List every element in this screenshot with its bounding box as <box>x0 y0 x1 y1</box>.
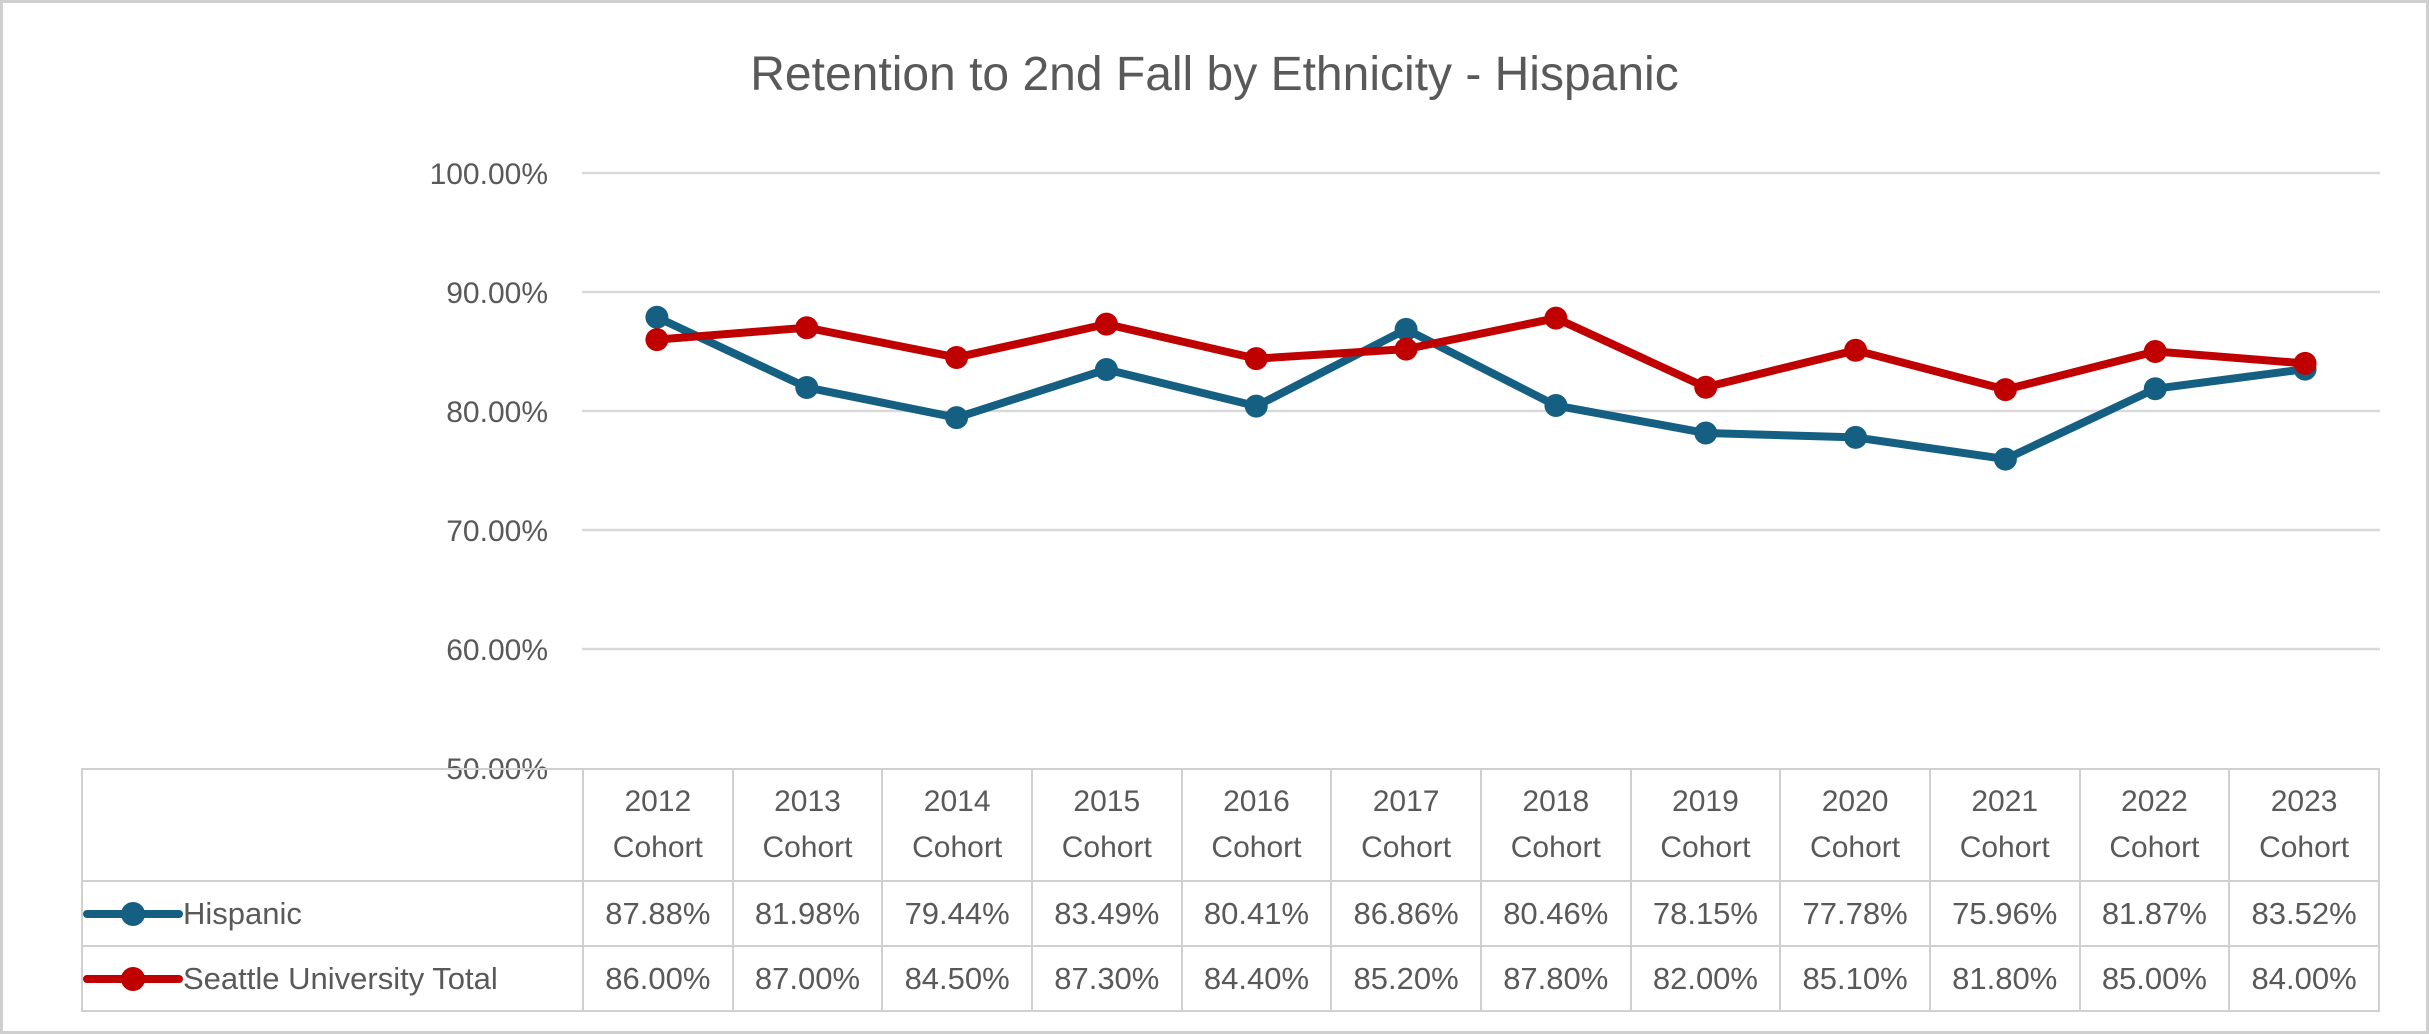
series-legend-cell: Hispanic <box>81 880 584 947</box>
table-corner-cell <box>81 768 584 882</box>
data-point-marker <box>945 406 969 430</box>
line-chart-plot-area: 100.00%90.00%80.00%70.00%60.00%50.00% <box>430 158 2380 786</box>
data-point-marker <box>1394 337 1418 361</box>
data-point-marker <box>945 345 969 369</box>
data-point-marker <box>1394 317 1418 341</box>
cohort-header-cell: 2016 Cohort <box>1180 768 1333 882</box>
value-cell: 85.00% <box>2078 945 2231 1012</box>
data-point-marker <box>1694 421 1718 445</box>
data-point-marker <box>1544 306 1568 330</box>
cohort-header-cell: 2019 Cohort <box>1629 768 1782 882</box>
series-line <box>652 314 2310 394</box>
cohort-header-cell: 2022 Cohort <box>2078 768 2231 882</box>
y-axis-tick-label: 100.00% <box>430 158 548 191</box>
data-point-marker <box>795 316 819 340</box>
value-cell: 77.78% <box>1779 880 1931 947</box>
value-cell: 80.46% <box>1479 880 1632 947</box>
value-cell: 81.98% <box>731 880 884 947</box>
value-cell: 75.96% <box>1928 880 2081 947</box>
data-point-marker <box>1844 425 1868 449</box>
data-point-marker <box>1993 378 2017 402</box>
value-cell: 87.30% <box>1030 945 1183 1012</box>
cohort-header-cell: 2013 Cohort <box>731 768 884 882</box>
data-point-marker <box>2293 351 2317 375</box>
value-cell: 81.87% <box>2078 880 2231 947</box>
cohort-header-cell: 2018 Cohort <box>1479 768 1632 882</box>
value-cell: 82.00% <box>1629 945 1782 1012</box>
series-name-label: Seattle University Total <box>183 961 498 997</box>
value-cell: 86.86% <box>1330 880 1482 947</box>
data-point-marker <box>1844 338 1868 362</box>
legend-key-dot <box>121 902 145 927</box>
series-total <box>645 306 2317 402</box>
chart-title: Retention to 2nd Fall by Ethnicity - His… <box>750 48 1679 101</box>
y-axis-tick-label: 70.00% <box>446 515 548 548</box>
value-cell: 85.10% <box>1779 945 1931 1012</box>
series-name-label: Hispanic <box>183 896 302 932</box>
data-point-marker <box>2143 340 2167 363</box>
value-cell: 84.50% <box>881 945 1033 1012</box>
value-cell: 87.88% <box>582 880 734 947</box>
chart-data-table: 2012 Cohort 2013 Cohort 2014 Cohort 2015 Cohort… <box>81 768 2380 1012</box>
value-cell: 87.00% <box>731 945 884 1012</box>
value-cell: 87.80% <box>1479 945 1632 1012</box>
data-point-marker <box>645 305 669 329</box>
value-cell: 86.00% <box>582 945 734 1012</box>
value-cell: 83.52% <box>2228 880 2380 947</box>
data-point-marker <box>2143 377 2167 401</box>
data-point-marker <box>1244 394 1268 418</box>
cohort-header-cell: 2023 Cohort <box>2228 768 2380 882</box>
legend-key-dot <box>121 967 145 992</box>
table-header-row: 2012 Cohort 2013 Cohort 2014 Cohort 2015 Cohort… <box>81 768 2380 882</box>
cohort-header-cell: 2017 Cohort <box>1330 768 1482 882</box>
cohort-header-cell: 2012 Cohort <box>582 768 734 882</box>
data-point-marker <box>1094 357 1118 381</box>
value-cell: 79.44% <box>881 880 1033 947</box>
data-point-marker <box>1244 347 1268 371</box>
value-cell: 80.41% <box>1180 880 1333 947</box>
value-cell: 84.40% <box>1180 945 1333 1012</box>
cohort-header-cell: 2021 Cohort <box>1928 768 2081 882</box>
table-row: Hispanic 87.88% 81.98% 79.44% 83.49% 80.41% 86… <box>81 880 2380 947</box>
data-point-marker <box>795 375 819 399</box>
legend-key-icon <box>83 967 183 992</box>
value-cell: 81.80% <box>1928 945 2081 1012</box>
data-point-marker <box>1694 375 1718 399</box>
series-legend-cell: Seattle University Total <box>81 945 584 1012</box>
cohort-header-cell: 2020 Cohort <box>1779 768 1931 882</box>
value-cell: 84.00% <box>2228 945 2380 1012</box>
value-cell: 83.49% <box>1030 880 1183 947</box>
legend-key-icon <box>83 902 183 927</box>
cohort-header-cell: 2015 Cohort <box>1030 768 1183 882</box>
data-point-marker <box>1993 447 2017 471</box>
cohort-header-cell: 2014 Cohort <box>881 768 1033 882</box>
table-row: Seattle University Total 86.00% 87.00% 84.5… <box>81 945 2380 1012</box>
series-hispanic <box>645 305 2317 471</box>
data-table: 2012 Cohort 2013 Cohort 2014 Cohort 2015 Cohort… <box>81 768 2380 1012</box>
y-axis-tick-label: 80.00% <box>446 396 548 429</box>
value-cell: 85.20% <box>1330 945 1482 1012</box>
data-point-marker <box>645 328 669 352</box>
series-line <box>652 313 2310 464</box>
value-cell: 78.15% <box>1629 880 1782 947</box>
data-point-marker <box>1544 394 1568 418</box>
y-axis-tick-label: 90.00% <box>446 277 548 310</box>
data-point-marker <box>1094 312 1118 336</box>
y-axis-tick-label: 60.00% <box>446 634 548 667</box>
